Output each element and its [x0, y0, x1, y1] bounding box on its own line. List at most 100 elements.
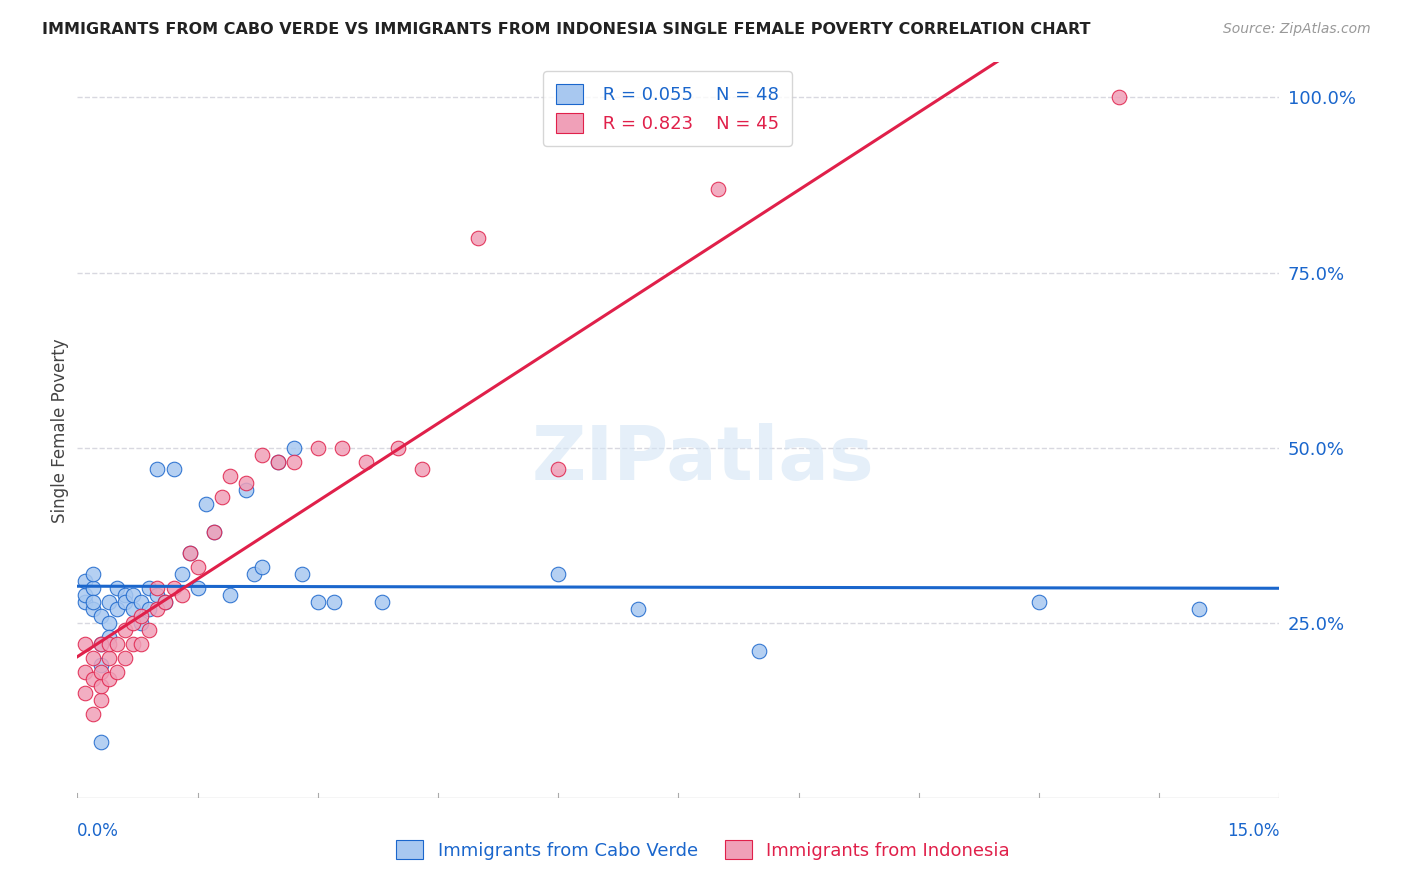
Point	[90, 637, 112, 651]
Point	[107, 602, 129, 616]
Point	[122, 637, 145, 651]
Point	[1108, 90, 1130, 104]
Point	[170, 567, 193, 582]
Point	[250, 560, 273, 574]
Point	[211, 490, 233, 504]
Text: ZIPatlas: ZIPatlas	[531, 424, 873, 496]
Text: 0.0%: 0.0%	[77, 822, 120, 840]
Point	[1188, 602, 1211, 616]
Point	[98, 630, 121, 644]
Point	[291, 567, 314, 582]
Point	[322, 595, 344, 609]
Point	[155, 595, 177, 609]
Point	[114, 623, 136, 637]
Point	[98, 637, 121, 651]
Point	[146, 462, 169, 476]
Point	[146, 581, 169, 595]
Point	[98, 672, 121, 686]
Point	[75, 665, 97, 680]
Point	[218, 469, 240, 483]
Point	[242, 567, 264, 582]
Point	[122, 616, 145, 631]
Point	[194, 497, 217, 511]
Point	[218, 588, 240, 602]
Point	[411, 462, 433, 476]
Point	[627, 602, 650, 616]
Point	[283, 455, 305, 469]
Point	[75, 595, 97, 609]
Point	[138, 581, 160, 595]
Point	[547, 567, 569, 582]
Point	[267, 455, 290, 469]
Point	[138, 623, 160, 637]
Point	[82, 672, 104, 686]
Point	[179, 546, 201, 560]
Point	[307, 595, 329, 609]
Point	[547, 462, 569, 476]
Point	[187, 560, 209, 574]
Point	[90, 679, 112, 693]
Point	[187, 581, 209, 595]
Point	[90, 637, 112, 651]
Point	[90, 735, 112, 749]
Point	[162, 462, 184, 476]
Text: Source: ZipAtlas.com: Source: ZipAtlas.com	[1223, 22, 1371, 37]
Point	[371, 595, 394, 609]
Legend:  R = 0.055    N = 48,  R = 0.823    N = 45: R = 0.055 N = 48, R = 0.823 N = 45	[543, 71, 792, 145]
Point	[122, 588, 145, 602]
Point	[114, 595, 136, 609]
Point	[267, 455, 290, 469]
Y-axis label: Single Female Poverty: Single Female Poverty	[51, 338, 69, 523]
Point	[82, 707, 104, 722]
Point	[107, 637, 129, 651]
Point	[82, 567, 104, 582]
Point	[90, 693, 112, 707]
Point	[155, 595, 177, 609]
Point	[170, 588, 193, 602]
Point	[114, 588, 136, 602]
Point	[131, 616, 153, 631]
Point	[467, 230, 489, 244]
Text: IMMIGRANTS FROM CABO VERDE VS IMMIGRANTS FROM INDONESIA SINGLE FEMALE POVERTY CO: IMMIGRANTS FROM CABO VERDE VS IMMIGRANTS…	[42, 22, 1091, 37]
Point	[202, 524, 225, 539]
Point	[235, 483, 257, 497]
Point	[98, 595, 121, 609]
Point	[107, 665, 129, 680]
Point	[82, 602, 104, 616]
Point	[114, 651, 136, 665]
Point	[98, 616, 121, 631]
Point	[82, 595, 104, 609]
Point	[90, 665, 112, 680]
Point	[82, 651, 104, 665]
Point	[179, 546, 201, 560]
Legend: Immigrants from Cabo Verde, Immigrants from Indonesia: Immigrants from Cabo Verde, Immigrants f…	[389, 833, 1017, 867]
Point	[235, 475, 257, 490]
Point	[75, 637, 97, 651]
Point	[131, 637, 153, 651]
Point	[707, 181, 730, 195]
Point	[202, 524, 225, 539]
Point	[98, 651, 121, 665]
Point	[90, 609, 112, 624]
Point	[82, 581, 104, 595]
Point	[138, 602, 160, 616]
Point	[131, 595, 153, 609]
Point	[307, 441, 329, 455]
Point	[283, 441, 305, 455]
Point	[75, 574, 97, 588]
Point	[90, 658, 112, 673]
Point	[146, 602, 169, 616]
Point	[75, 588, 97, 602]
Point	[75, 686, 97, 700]
Point	[122, 602, 145, 616]
Point	[107, 581, 129, 595]
Point	[748, 644, 770, 658]
Point	[1028, 595, 1050, 609]
Point	[250, 448, 273, 462]
Point	[354, 455, 377, 469]
Point	[330, 441, 353, 455]
Point	[131, 609, 153, 624]
Text: 15.0%: 15.0%	[1227, 822, 1279, 840]
Point	[162, 581, 184, 595]
Point	[387, 441, 409, 455]
